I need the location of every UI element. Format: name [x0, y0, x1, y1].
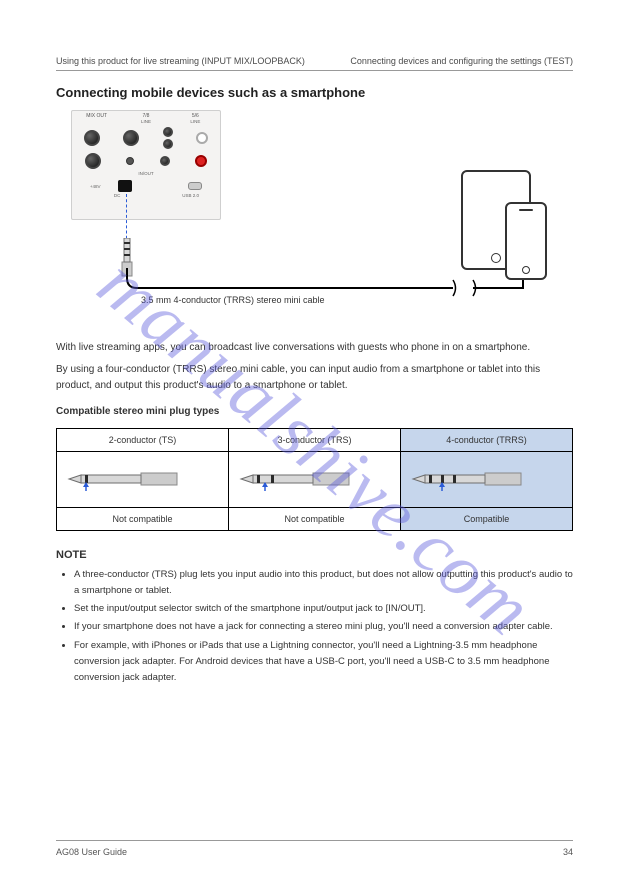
jack-icon: [163, 127, 173, 137]
jack-icon: [85, 153, 101, 169]
mobile-devices-icon: [461, 170, 531, 270]
table-title: Compatible stereo mini plug types: [56, 404, 573, 420]
note-heading: NOTE: [56, 549, 573, 561]
minijack-icon: [126, 157, 134, 165]
table-cell-ts-compat: Not compatible: [57, 508, 229, 531]
table-cell-trrs-plug: [401, 452, 573, 508]
table-cell-trs-compat: Not compatible: [229, 508, 401, 531]
mixer-label-inout: IN/OUT: [72, 171, 220, 176]
mixer-label-mixout: MIX OUT: [74, 113, 118, 125]
header-rule: [56, 70, 573, 71]
header-left: Using this product for live streaming (I…: [56, 56, 305, 66]
table-cell-trrs-compat: Compatible: [401, 508, 573, 531]
ts-plug-icon: [63, 465, 183, 493]
note-item: A three-conductor (TRS) plug lets you in…: [74, 567, 573, 599]
trrs-plug-icon: [407, 465, 527, 493]
paragraph-1: With live streaming apps, you can broadc…: [56, 340, 573, 356]
usb-port-icon: [188, 182, 202, 190]
paragraph-2: By using a four-conductor (TRRS) stereo …: [56, 362, 573, 394]
header-right: Connecting devices and configuring the s…: [350, 56, 573, 66]
phone-icon: [505, 202, 547, 280]
jack-icon: [163, 139, 173, 149]
dashed-connector-line: [126, 194, 127, 244]
mixer-label-dc: DC: [114, 193, 121, 198]
note-item: For example, with iPhones or iPads that …: [74, 638, 573, 686]
plug-compat-table: 2-conductor (TS) 3-conductor (TRS) 4-con…: [56, 428, 573, 531]
section-title: Connecting mobile devices such as a smar…: [56, 85, 573, 100]
footer-left: AG08 User Guide: [56, 847, 127, 857]
footer-page-number: 34: [563, 847, 573, 857]
note-list: A three-conductor (TRS) plug lets you in…: [74, 567, 573, 686]
jack-icon: [123, 130, 139, 146]
trs-plug-icon: [235, 465, 355, 493]
note-item: If your smartphone does not have a jack …: [74, 619, 573, 635]
rca-red-icon: [195, 155, 207, 167]
jack-icon: [160, 156, 170, 166]
table-header-trs: 3-conductor (TRS): [229, 429, 401, 452]
cable-line-icon: [123, 268, 543, 314]
table-header-ts: 2-conductor (TS): [57, 429, 229, 452]
table-cell-ts-plug: [57, 452, 229, 508]
connection-diagram: MIX OUT 7/8LINE 5/6LINE: [66, 110, 583, 310]
rca-white-icon: [196, 132, 208, 144]
mixer-label-usb: USB 2.0: [182, 193, 199, 198]
table-header-trrs: 4-conductor (TRRS): [401, 429, 573, 452]
dc-jack-icon: [118, 180, 132, 192]
table-cell-trs-plug: [229, 452, 401, 508]
note-item: Set the input/output selector switch of …: [74, 601, 573, 617]
mixer-illustration: MIX OUT 7/8LINE 5/6LINE: [71, 110, 221, 220]
trrs-cable-label: 3.5 mm 4-conductor (TRRS) stereo mini ca…: [141, 295, 325, 305]
jack-icon: [84, 130, 100, 146]
